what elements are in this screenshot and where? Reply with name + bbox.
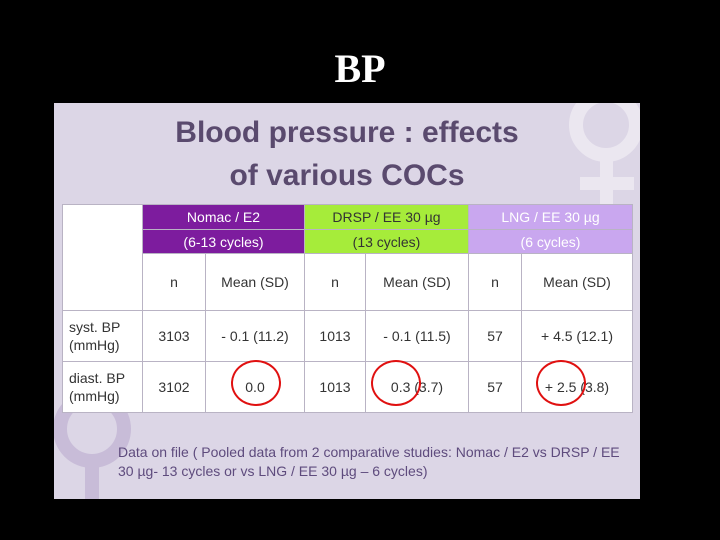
slide-title: BP <box>334 46 386 91</box>
table-cell: 57 <box>468 361 522 413</box>
subheader-cell: n <box>142 253 206 311</box>
table-corner <box>62 204 143 311</box>
table-cell: 1013 <box>304 310 366 362</box>
bp-table: Nomac / E2 DRSP / EE 30 µg LNG / EE 30 µ… <box>62 204 633 413</box>
female-symbol-icon <box>54 403 131 499</box>
subheader-cell: Mean (SD) <box>205 253 305 311</box>
highlight-circle <box>231 360 281 406</box>
table-cell: - 0.1 (11.2) <box>205 310 305 362</box>
row-label: syst. BP (mmHg) <box>62 310 143 362</box>
table-cell: 57 <box>468 310 522 362</box>
slide-panel: Blood pressure : effects of various COCs… <box>54 103 640 499</box>
table-cell: 3102 <box>142 361 206 413</box>
table-cell: + 4.5 (12.1) <box>521 310 633 362</box>
highlight-circle <box>371 360 421 406</box>
group-cycles-nomac: (6-13 cycles) <box>142 229 305 254</box>
female-symbol-icon <box>569 103 640 215</box>
group-cycles-drsp: (13 cycles) <box>304 229 469 254</box>
panel-title: Blood pressure : effects of various COCs <box>175 116 519 192</box>
highlight-circle <box>536 360 586 406</box>
subheader-cell: n <box>304 253 366 311</box>
table-cell: - 0.1 (11.5) <box>365 310 469 362</box>
group-header-drsp: DRSP / EE 30 µg <box>304 204 469 230</box>
group-cycles-lng: (6 cycles) <box>468 229 633 254</box>
footnote: Data on file ( Pooled data from 2 compar… <box>118 444 620 479</box>
subheader-cell: Mean (SD) <box>365 253 469 311</box>
subheader-cell: Mean (SD) <box>521 253 633 311</box>
table-row-systolic: syst. BP (mmHg) 3103 - 0.1 (11.2) 1013 - … <box>62 310 633 362</box>
table-cell: 1013 <box>304 361 366 413</box>
table-cell: 3103 <box>142 310 206 362</box>
row-label: diast. BP (mmHg) <box>62 361 143 413</box>
subheader-cell: n <box>468 253 522 311</box>
group-header-nomac: Nomac / E2 <box>142 204 305 230</box>
group-header-lng: LNG / EE 30 µg <box>468 204 633 230</box>
